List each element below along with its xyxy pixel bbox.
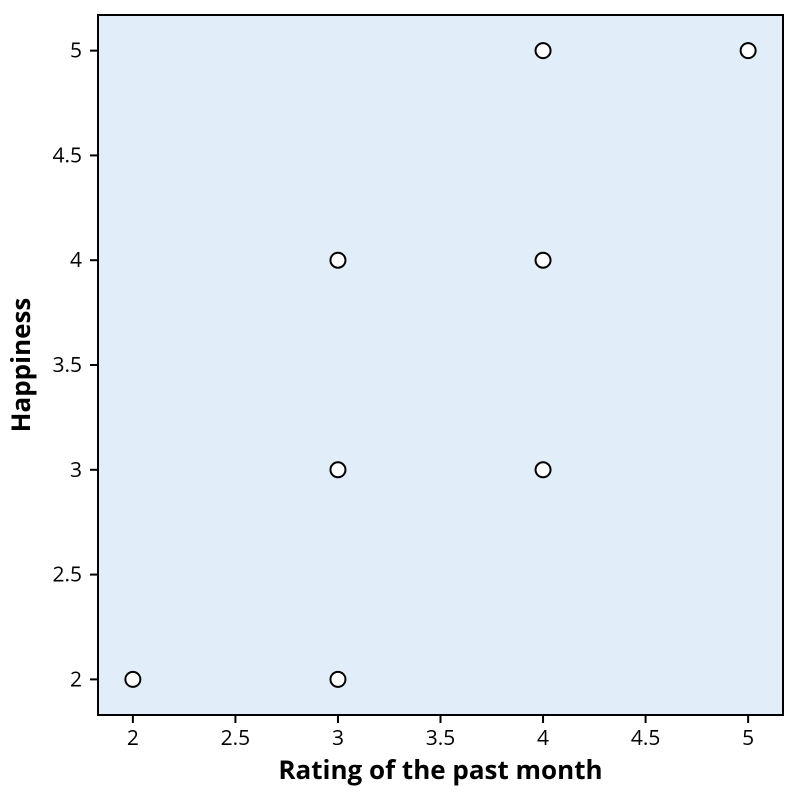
y-tick-label: 3 <box>70 456 82 484</box>
x-tick-label: 3.5 <box>426 724 456 752</box>
scatter-chart: 2 2.5 3 3.5 4 4.5 5 2 2.5 3 3.5 4 4.5 5 Rating of the … <box>0 0 800 795</box>
y-tick-label: 5 <box>70 37 82 65</box>
y-tick-label: 4.5 <box>52 141 82 169</box>
x-tick-label: 2.5 <box>221 724 251 752</box>
x-tick-label: 3 <box>332 724 344 752</box>
data-point <box>330 462 345 477</box>
data-point <box>741 43 756 58</box>
data-point <box>330 672 345 687</box>
plot-area <box>98 15 783 715</box>
x-tick-label: 4.5 <box>631 724 661 752</box>
data-point <box>330 253 345 268</box>
y-tick-label: 3.5 <box>52 351 82 379</box>
data-point <box>536 462 551 477</box>
y-axis-label: Happiness <box>2 298 38 433</box>
chart-svg: 2 2.5 3 3.5 4 4.5 5 2 2.5 3 3.5 4 4.5 5 Rating of the … <box>0 0 800 795</box>
data-point <box>125 672 140 687</box>
x-axis-label: Rating of the past month <box>278 751 602 787</box>
y-tick-label: 4 <box>70 246 82 274</box>
data-point <box>536 43 551 58</box>
x-tick-label: 5 <box>742 724 754 752</box>
x-tick-label: 2 <box>127 724 139 752</box>
y-tick-label: 2.5 <box>52 561 82 589</box>
x-tick-label: 4 <box>537 724 549 752</box>
data-point <box>536 253 551 268</box>
y-tick-label: 2 <box>70 665 82 693</box>
